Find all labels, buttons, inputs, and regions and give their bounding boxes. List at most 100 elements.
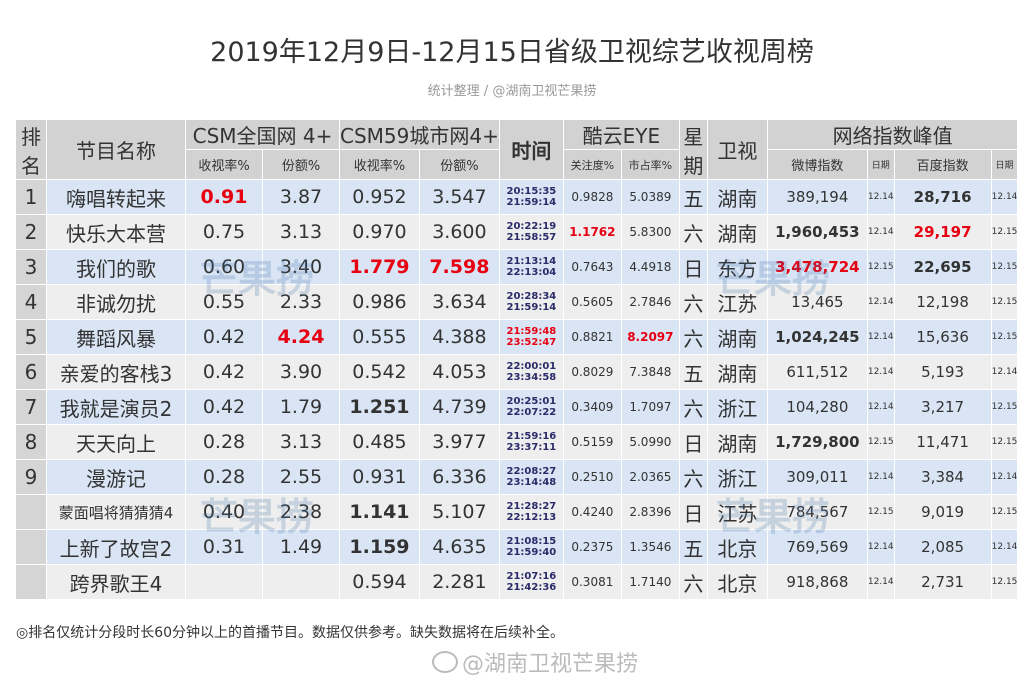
city-rating: 0.485 <box>340 425 419 459</box>
channel-name: 浙江 <box>707 390 767 424</box>
market-share-value: 7.3848 <box>621 355 679 389</box>
city-rating: 0.555 <box>340 320 419 354</box>
net-index-header: 网络指数峰值 <box>767 120 1018 149</box>
program-name: 漫游记 <box>47 460 185 494</box>
national-rating: 0.75 <box>186 215 262 249</box>
weekday: 六 <box>679 215 707 249</box>
baidu-index-header: 百度指数 <box>894 150 991 179</box>
weekday: 六 <box>679 390 707 424</box>
program-name: 蒙面唱将猜猜猜4 <box>47 495 185 529</box>
rank-cell: 1 <box>16 180 46 214</box>
channel-name: 江苏 <box>707 495 767 529</box>
national-share: 3.90 <box>263 355 339 389</box>
weibo-date: 12.15 <box>867 250 894 284</box>
channel-name: 江苏 <box>707 285 767 319</box>
baidu-date: 12.15 <box>991 250 1018 284</box>
channel-name: 湖南 <box>707 425 767 459</box>
city-rating: 0.542 <box>340 355 419 389</box>
national-share: 1.79 <box>263 390 339 424</box>
attention-value: 0.3409 <box>563 390 621 424</box>
table-row: 2 快乐大本营 0.75 3.13 0.970 3.600 20:22:19 21:58:57… <box>16 215 1018 249</box>
air-time: 20:15:35 21:59:14 <box>499 180 563 214</box>
rank-cell: 3 <box>16 250 46 284</box>
program-name: 快乐大本营 <box>47 215 185 249</box>
attention-value: 0.8029 <box>563 355 621 389</box>
weibo-date: 12.14 <box>867 180 894 214</box>
channel-name: 浙江 <box>707 460 767 494</box>
rank-cell: 4 <box>16 285 46 319</box>
rank-cell: 5 <box>16 320 46 354</box>
weibo-index: 1,024,245 <box>767 320 867 354</box>
baidu-date: 12.15 <box>991 215 1018 249</box>
weibo-index: 309,011 <box>767 460 867 494</box>
baidu-date: 12.14 <box>991 530 1018 564</box>
air-time: 21:13:14 22:13:04 <box>499 250 563 284</box>
air-time: 21:59:16 23:37:11 <box>499 425 563 459</box>
national-rating: 0.91 <box>186 180 262 214</box>
air-time: 21:59:48 23:52:47 <box>499 320 563 354</box>
market-share-value: 8.2097 <box>621 320 679 354</box>
time-header: 时间 <box>499 120 563 179</box>
attention-header: 关注度% <box>563 150 621 179</box>
air-time: 20:25:01 22:07:22 <box>499 390 563 424</box>
table-row: 3 我们的歌 0.60 3.40 1.779 7.598 21:13:14 22:13:04 0… <box>16 250 1018 284</box>
program-name: 嗨唱转起来 <box>47 180 185 214</box>
weekday: 五 <box>679 180 707 214</box>
rank-header: 排名 <box>16 120 46 179</box>
attention-value: 0.5159 <box>563 425 621 459</box>
market-share-value: 5.0389 <box>621 180 679 214</box>
attention-value: 0.9828 <box>563 180 621 214</box>
attention-value: 0.2375 <box>563 530 621 564</box>
weibo-date: 12.15 <box>867 425 894 459</box>
weibo-date: 12.14 <box>867 390 894 424</box>
program-name: 跨界歌王4 <box>47 565 185 599</box>
baidu-date: 12.15 <box>991 320 1018 354</box>
baidu-index: 5,193 <box>894 355 991 389</box>
weekday: 日 <box>679 495 707 529</box>
national-share: 3.13 <box>263 215 339 249</box>
table-row: 7 我就是演员2 0.42 1.79 1.251 4.739 20:25:01 22:07:2… <box>16 390 1018 424</box>
program-header: 节目名称 <box>47 120 185 179</box>
weekday: 六 <box>679 285 707 319</box>
channel-header: 卫视 <box>707 120 767 179</box>
weekday-header: 星期 <box>679 120 707 179</box>
national-rating: 0.42 <box>186 355 262 389</box>
program-name: 亲爱的客栈3 <box>47 355 185 389</box>
city-share: 7.598 <box>419 250 499 284</box>
national-share: 3.13 <box>263 425 339 459</box>
air-time: 22:00:01 23:34:58 <box>499 355 563 389</box>
city-share: 3.634 <box>419 285 499 319</box>
city-rating: 0.931 <box>340 460 419 494</box>
national-rating-header: 收视率% <box>186 150 262 179</box>
program-name: 我们的歌 <box>47 250 185 284</box>
program-name: 上新了故宫2 <box>47 530 185 564</box>
kuyun-header: 酷云EYE <box>563 120 679 149</box>
national-rating: 0.60 <box>186 250 262 284</box>
city-share: 3.600 <box>419 215 499 249</box>
city-rating-header: 收视率% <box>340 150 419 179</box>
city-rating: 0.952 <box>340 180 419 214</box>
market-share-header: 市占率% <box>621 150 679 179</box>
page-subtitle: 统计整理 / @湖南卫视芒果捞 <box>427 84 597 99</box>
market-share-value: 2.0365 <box>621 460 679 494</box>
attention-value: 0.7643 <box>563 250 621 284</box>
national-rating: 0.40 <box>186 495 262 529</box>
weekday: 六 <box>679 460 707 494</box>
weibo-date: 12.14 <box>867 355 894 389</box>
weibo-index: 1,729,800 <box>767 425 867 459</box>
air-time: 21:07:16 21:42:36 <box>499 565 563 599</box>
baidu-date: 12.15 <box>991 390 1018 424</box>
table-row: 1 嗨唱转起来 0.91 3.87 0.952 3.547 20:15:35 21:59:14… <box>16 180 1018 214</box>
national-rating: 0.31 <box>186 530 262 564</box>
city-share: 3.977 <box>419 425 499 459</box>
table-row: 蒙面唱将猜猜猜4 0.40 2.38 1.141 5.107 21:28:27 22:12:… <box>16 495 1018 529</box>
channel-name: 北京 <box>707 565 767 599</box>
city-rating: 0.594 <box>340 565 419 599</box>
weibo-index: 918,868 <box>767 565 867 599</box>
weibo-index: 389,194 <box>767 180 867 214</box>
national-share: 3.40 <box>263 250 339 284</box>
national-share: 2.55 <box>263 460 339 494</box>
baidu-date: 12.14 <box>991 180 1018 214</box>
national-share: 3.87 <box>263 180 339 214</box>
city-share: 4.053 <box>419 355 499 389</box>
